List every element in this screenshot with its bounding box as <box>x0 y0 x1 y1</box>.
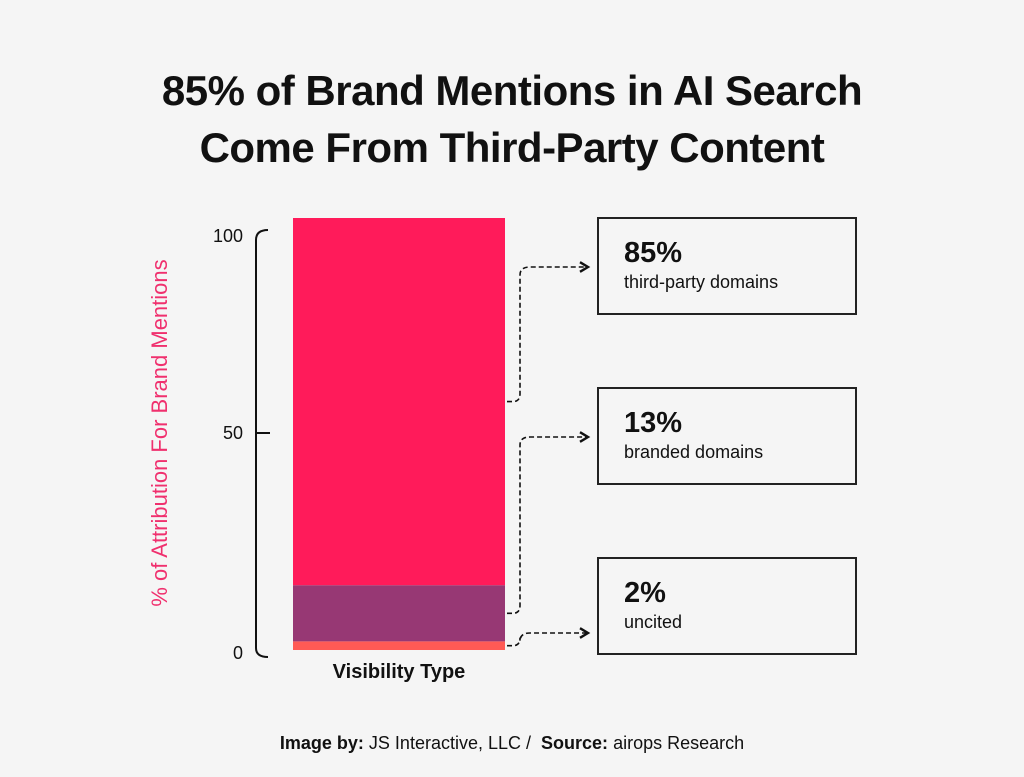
callout-arrow <box>507 627 591 647</box>
x-axis-label: Visibility Type <box>332 661 466 683</box>
title-line-2: Come From Third-Party Content <box>199 124 825 171</box>
footer-credit: Image by: JS Interactive, LLC / Source: … <box>0 733 1024 754</box>
y-tick-label: 0 <box>232 643 243 663</box>
y-tick-label: 100 <box>212 226 243 246</box>
bar-segment <box>293 641 505 650</box>
y-axis-bracket <box>255 229 270 658</box>
callout-arrow <box>507 431 591 615</box>
callout-percent: 13% <box>624 407 683 439</box>
source-label: Source: <box>541 733 609 753</box>
callout-box-third-party: 85% third-party domains <box>597 217 857 315</box>
callout-percent: 85% <box>624 237 683 269</box>
bar-segment <box>293 585 505 642</box>
callout-box-branded: 13% branded domains <box>597 387 857 485</box>
chart-title: 85% of Brand Mentions in AI Search Come … <box>0 62 1024 176</box>
source: airops Research <box>613 733 745 753</box>
callout-label: uncited <box>624 612 683 632</box>
y-tick-label: 50 <box>222 423 243 443</box>
title-line-1: 85% of Brand Mentions in AI Search <box>161 67 863 114</box>
callout-percent: 2% <box>624 577 666 609</box>
callout-box-uncited: 2% uncited <box>597 557 857 655</box>
bar-segment <box>293 218 505 586</box>
callout-arrow <box>507 261 591 403</box>
callout-label: branded domains <box>624 442 764 462</box>
callout-label: third-party domains <box>624 272 779 292</box>
image-by: JS Interactive, LLC / <box>368 733 531 753</box>
image-by-label: Image by: <box>279 733 364 753</box>
